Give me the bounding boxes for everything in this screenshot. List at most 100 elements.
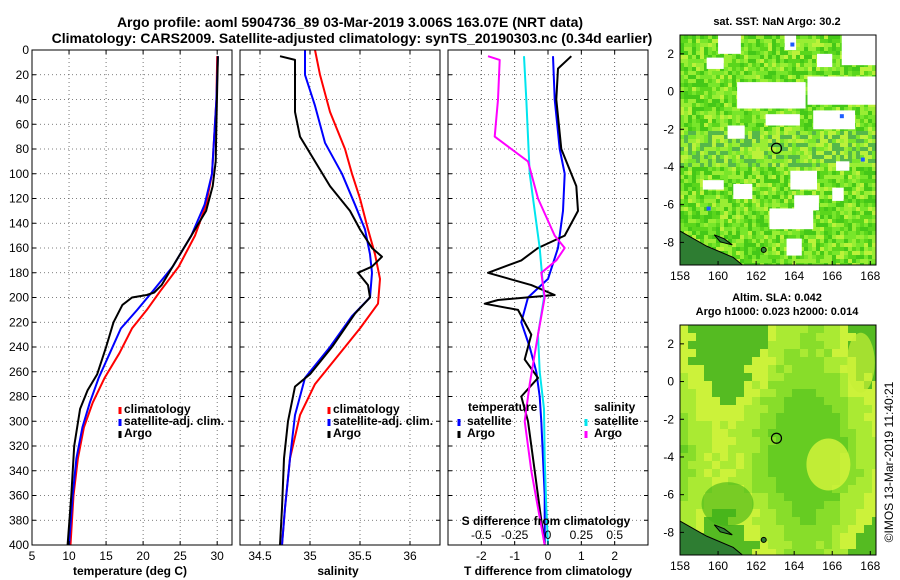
- map-cell: [688, 219, 692, 223]
- map-cell: [760, 55, 764, 59]
- map-cell: [684, 171, 688, 175]
- map-cell: [800, 405, 808, 413]
- map-cell: [704, 67, 708, 71]
- map-cell: [712, 67, 716, 71]
- map-cell: [856, 123, 860, 127]
- map-cell: [728, 381, 736, 389]
- map-cell: [716, 75, 720, 79]
- map-cell: [808, 111, 812, 115]
- map-cell: [732, 123, 736, 127]
- map-cell: [824, 525, 832, 533]
- map-cell: [688, 227, 692, 231]
- map-cell: [816, 131, 820, 135]
- map-cell: [848, 397, 856, 405]
- map-cell: [692, 235, 696, 239]
- map-cell: [680, 493, 688, 501]
- map-cell: [812, 35, 816, 39]
- map-cell: [820, 159, 824, 163]
- map-cell: [728, 243, 732, 247]
- map-cell: [736, 549, 744, 555]
- map-cell: [724, 159, 728, 163]
- map-cell: [868, 143, 872, 147]
- map-cell: [756, 63, 760, 67]
- map-cell: [760, 215, 764, 219]
- map-cell: [744, 139, 748, 143]
- map-cell: [720, 445, 728, 453]
- map-cell: [744, 167, 748, 171]
- land-island-large: [680, 230, 744, 265]
- map-cell: [780, 235, 784, 239]
- map-cell: [832, 235, 836, 239]
- map-cell: [696, 191, 700, 195]
- map-cell: [700, 179, 704, 183]
- map-cell: [824, 333, 832, 341]
- map-cell: [684, 47, 688, 51]
- map-cell: [848, 155, 852, 159]
- map-cell: [772, 179, 776, 183]
- map-cell: [744, 247, 748, 251]
- map-cell: [696, 525, 704, 533]
- map-cell: [744, 199, 748, 203]
- map-cell: [796, 39, 800, 43]
- map-cell: [684, 135, 688, 139]
- map-cell: [780, 251, 784, 255]
- map-cell: [804, 99, 808, 103]
- map-cell: [872, 533, 876, 541]
- map-cell: [812, 243, 816, 247]
- altimetry-map-title-line2: Argo h1000: 0.023 h2000: 0.014: [696, 306, 860, 318]
- map-cell: [792, 469, 800, 477]
- map-cell: [800, 373, 808, 381]
- map-cell: [692, 71, 696, 75]
- map-cell: [836, 159, 840, 163]
- map-cell: [760, 107, 764, 111]
- map-cell: [800, 79, 804, 83]
- map-cell: [680, 183, 684, 187]
- map-cell: [824, 373, 832, 381]
- map-cell: [756, 143, 760, 147]
- map-cell: [856, 263, 860, 265]
- map-cell: [752, 75, 756, 79]
- map-cell: [840, 259, 844, 263]
- map-cell: [720, 429, 728, 437]
- map-cell: [680, 147, 684, 151]
- map-cell: [848, 333, 856, 341]
- map-cell: [724, 179, 728, 183]
- map-cell: [776, 127, 780, 131]
- map-cell: [816, 485, 824, 493]
- map-cell: [716, 55, 720, 59]
- map-cell: [780, 247, 784, 251]
- map-cell: [824, 187, 828, 191]
- map-cell: [692, 103, 696, 107]
- map-cell: [800, 43, 804, 47]
- map-cell: [692, 47, 696, 51]
- map-cell: [776, 517, 784, 525]
- map-cell: [752, 179, 756, 183]
- map-cell: [840, 325, 848, 333]
- map-cell: [856, 247, 860, 251]
- map-cell: [752, 243, 756, 247]
- map-cell: [776, 179, 780, 183]
- map-cell: [700, 219, 704, 223]
- map-cell: [820, 147, 824, 151]
- map-cold-pixel: [839, 114, 844, 119]
- map-cell: [864, 179, 868, 183]
- map-cell: [716, 163, 720, 167]
- map-cell: [816, 39, 820, 43]
- map-cell: [788, 175, 792, 179]
- map-cell: [840, 103, 844, 107]
- map-cell: [732, 59, 736, 63]
- map-cell: [752, 235, 756, 239]
- map-cell: [776, 43, 780, 47]
- map-cell: [680, 119, 684, 123]
- map-cell: [832, 349, 840, 357]
- map-cell: [704, 405, 712, 413]
- x-tick-label: 35.5: [348, 549, 372, 563]
- map-cell: [720, 75, 724, 79]
- map-cell: [760, 35, 764, 39]
- map-cell: [864, 167, 868, 171]
- map-cell: [816, 215, 820, 219]
- map-cell: [844, 71, 848, 75]
- map-cell: [680, 517, 688, 525]
- map-cell: [812, 147, 816, 151]
- map-cell: [744, 251, 748, 255]
